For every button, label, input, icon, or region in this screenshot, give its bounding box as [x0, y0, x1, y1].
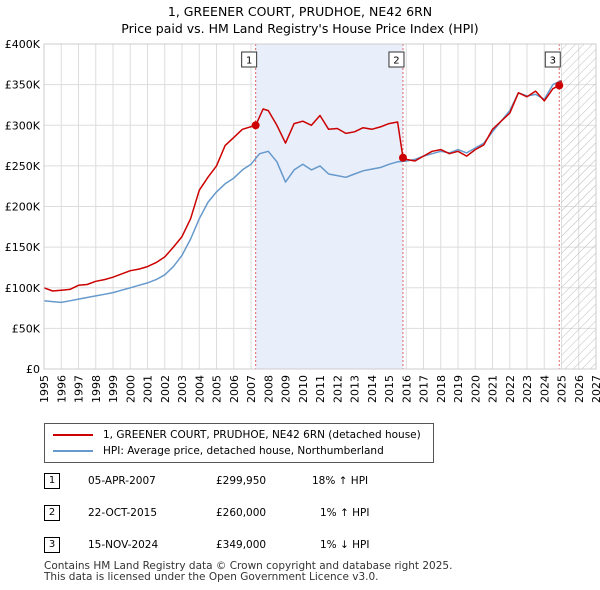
sale-badge: 2: [44, 505, 60, 521]
y-tick-label: £150K: [5, 241, 41, 254]
x-tick-label: 2017: [418, 375, 431, 403]
sale-hpi: 18% ↑ HPI: [312, 475, 369, 487]
x-tick-label: 2019: [452, 375, 465, 403]
x-tick-label: 2006: [228, 375, 241, 403]
x-tick-label: 2022: [504, 375, 517, 403]
sale-hpi: 1% ↑ HPI: [320, 507, 370, 519]
sale-label-box: [388, 51, 405, 68]
x-tick-label: 2021: [487, 375, 500, 403]
sale-date: 22-OCT-2015: [88, 507, 157, 519]
sale-label: 3: [550, 56, 556, 67]
sale-date: 05-APR-2007: [88, 475, 156, 487]
forecast-hatch: [561, 44, 596, 369]
footer: Contains HM Land Registry data © Crown c…: [44, 561, 452, 583]
y-tick-label: £250K: [5, 160, 41, 173]
x-tick-label: 1997: [73, 375, 86, 403]
x-tick-label: 2024: [538, 375, 551, 403]
plot-frame: [43, 43, 597, 370]
x-tick-label: 2008: [262, 375, 275, 403]
legend-item-property: 1, GREENER COURT, PRUDHOE, NE42 6RN (det…: [53, 428, 421, 442]
shaded-period: [255, 44, 403, 369]
x-tick-label: 2014: [366, 375, 379, 403]
legend-swatch-hpi: [53, 450, 93, 452]
x-tick-label: 2010: [297, 375, 310, 403]
x-tick-label: 2002: [159, 375, 172, 403]
legend-swatch-property: [53, 434, 93, 436]
footer-line-2: This data is licensed under the Open Gov…: [44, 571, 379, 583]
footer-line-1: Contains HM Land Registry data © Crown c…: [44, 560, 453, 572]
sale-label-box: [544, 51, 561, 68]
legend-label-property: 1, GREENER COURT, PRUDHOE, NE42 6RN (det…: [103, 429, 421, 441]
sale-badge: 1: [44, 473, 60, 489]
x-tick-label: 2015: [383, 375, 396, 403]
x-tick-label: 1998: [90, 375, 103, 403]
y-tick-label: £200K: [5, 201, 41, 214]
x-tick-label: 2012: [331, 375, 344, 403]
hpi-line: [43, 79, 562, 304]
x-tick-label: 2023: [521, 375, 534, 403]
x-tick-label: 2009: [280, 375, 293, 403]
sale-point: [251, 121, 260, 130]
legend-item-hpi: HPI: Average price, detached house, Nort…: [53, 444, 384, 458]
x-tick-label: 2003: [176, 375, 189, 403]
x-tick-label: 1995: [38, 375, 51, 403]
x-tick-label: 2007: [245, 375, 258, 403]
y-tick-label: £50K: [12, 322, 41, 335]
sale-row: 1 05-APR-2007 £299,950 18% ↑ HPI: [44, 473, 404, 491]
y-tick-label: £100K: [5, 282, 41, 295]
sale-date: 15-NOV-2024: [88, 539, 159, 551]
y-tick-label: £350K: [5, 79, 41, 92]
sale-label: 1: [246, 56, 252, 67]
price-chart: 1 2 3 £0 £50K £100K £150K £200K £250K £300K £350K…: [5, 38, 600, 403]
y-tick-label: £400K: [5, 38, 41, 51]
x-tick-label: 1996: [55, 375, 68, 403]
x-tick-label: 2018: [435, 375, 448, 403]
chart-title: 1, GREENER COURT, PRUDHOE, NE42 6RN: [167, 4, 433, 19]
axes: £0 £50K £100K £150K £200K £250K £300K £350K £400…: [5, 38, 600, 403]
sale-markers: 1 2 3: [241, 51, 564, 162]
x-tick-label: 2011: [314, 375, 327, 403]
sale-row: 3 15-NOV-2024 £349,000 1% ↓ HPI: [44, 537, 404, 555]
chart-subtitle: Price paid vs. HM Land Registry's House …: [121, 21, 479, 36]
sale-price: £349,000: [216, 539, 267, 551]
sale-price: £260,000: [216, 507, 267, 519]
x-tick-label: 2016: [400, 375, 413, 403]
x-tick-label: 2026: [573, 375, 586, 403]
sale-label-box: [241, 51, 258, 68]
sale-price: £299,950: [216, 475, 267, 487]
sale-badge: 3: [44, 537, 60, 553]
x-tick-label: 2027: [590, 375, 600, 403]
y-tick-label: £0: [26, 363, 40, 376]
x-tick-label: 2025: [556, 375, 569, 403]
series-lines: [43, 79, 563, 304]
x-tick-label: 2005: [211, 375, 224, 403]
legend: 1, GREENER COURT, PRUDHOE, NE42 6RN (det…: [44, 423, 434, 463]
x-tick-label: 2013: [349, 375, 362, 403]
x-tick-label: 1999: [107, 375, 120, 403]
x-tick-label: 2000: [124, 375, 137, 403]
y-tick-label: £300K: [5, 119, 41, 132]
x-tick-label: 2020: [469, 375, 482, 403]
x-tick-label: 2004: [193, 375, 206, 403]
sale-point: [555, 81, 564, 90]
property-price-line: [43, 80, 563, 292]
sale-hpi: 1% ↓ HPI: [320, 539, 370, 551]
legend-label-hpi: HPI: Average price, detached house, Nort…: [103, 445, 384, 457]
sale-label: 2: [393, 56, 399, 67]
x-tick-label: 2001: [142, 375, 155, 403]
sale-point: [398, 153, 407, 162]
bands: [255, 44, 596, 369]
sale-row: 2 22-OCT-2015 £260,000 1% ↑ HPI: [44, 505, 404, 523]
